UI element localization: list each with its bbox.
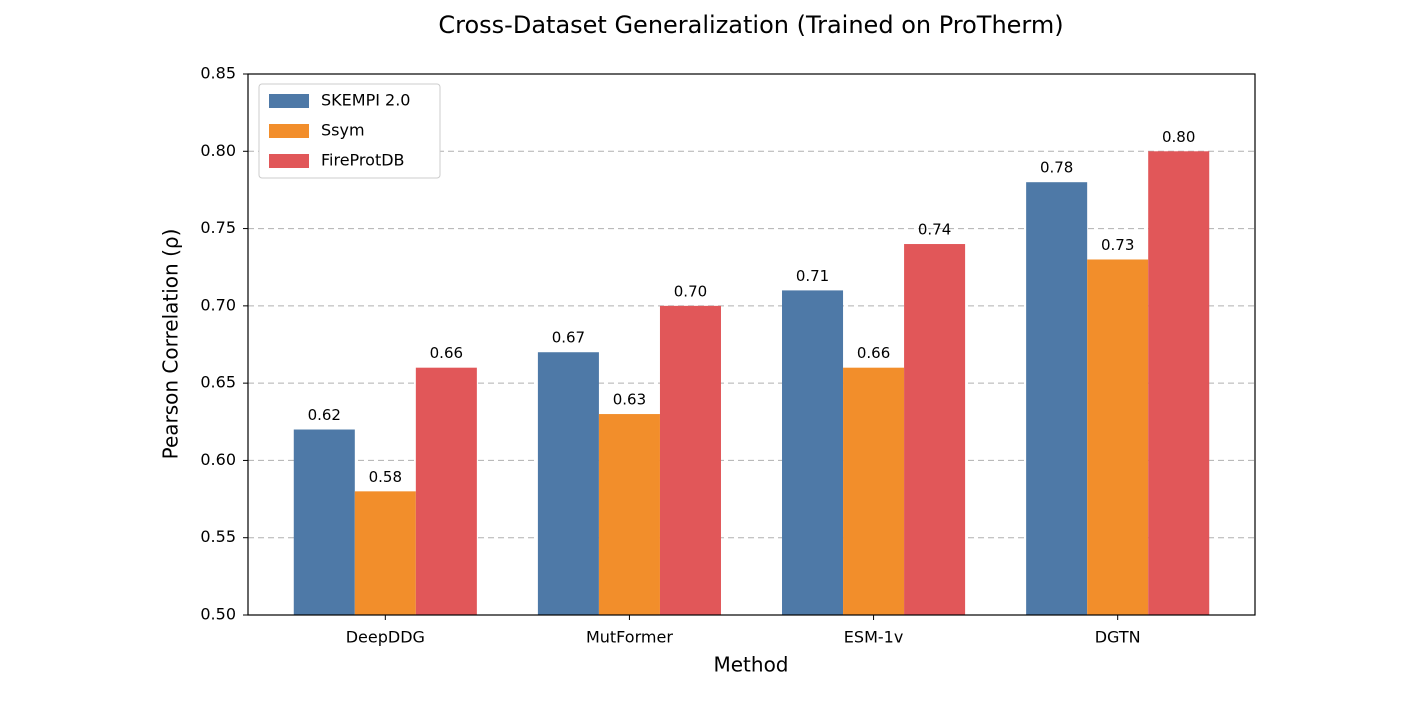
legend-swatch: [269, 124, 309, 138]
y-tick-label: 0.85: [200, 64, 236, 83]
y-tick-label: 0.80: [200, 141, 236, 160]
value-label: 0.67: [552, 329, 585, 347]
value-label: 0.63: [613, 391, 646, 409]
value-label: 0.78: [1040, 159, 1073, 177]
y-tick-label: 0.65: [200, 373, 236, 392]
bar: [537, 352, 599, 615]
bar: [659, 305, 721, 615]
bar: [843, 367, 905, 615]
x-axis-label: Method: [713, 653, 788, 677]
x-tick-label: ESM-1v: [844, 628, 904, 647]
value-label: 0.74: [918, 221, 951, 239]
bar: [1148, 151, 1210, 616]
bar: [354, 491, 416, 615]
legend-label: Ssym: [321, 121, 365, 140]
chart-title: Cross-Dataset Generalization (Trained on…: [438, 11, 1063, 39]
value-label: 0.80: [1162, 128, 1195, 146]
value-label: 0.73: [1101, 236, 1134, 254]
value-label: 0.58: [369, 468, 402, 486]
x-tick-label: DeepDDG: [346, 628, 425, 647]
y-tick-label: 0.70: [200, 295, 236, 314]
bar: [598, 414, 660, 615]
bar: [904, 244, 966, 615]
value-label: 0.71: [796, 267, 829, 285]
legend-label: FireProtDB: [321, 151, 405, 170]
y-tick-label: 0.55: [200, 527, 236, 546]
y-tick-label: 0.50: [200, 605, 236, 624]
bar: [1026, 182, 1088, 615]
legend-label: SKEMPI 2.0: [321, 91, 410, 110]
legend-swatch: [269, 94, 309, 108]
legend: SKEMPI 2.0 Ssym FireProtDB: [258, 83, 441, 179]
plot-frame: [247, 73, 1256, 616]
value-label: 0.62: [308, 406, 341, 424]
bar: [415, 367, 477, 615]
y-tick-label: 0.60: [200, 450, 236, 469]
x-tick-label: DGTN: [1095, 628, 1141, 647]
value-label: 0.70: [674, 282, 707, 300]
bar: [782, 290, 844, 615]
y-axis-label: Pearson Correlation (ρ): [159, 229, 183, 460]
bar: [293, 429, 355, 615]
x-tick-label: MutFormer: [586, 628, 673, 647]
legend-swatch: [269, 154, 309, 168]
value-label: 0.66: [430, 344, 463, 362]
y-tick-label: 0.75: [200, 218, 236, 237]
value-label: 0.66: [857, 344, 890, 362]
bar: [1087, 259, 1149, 615]
